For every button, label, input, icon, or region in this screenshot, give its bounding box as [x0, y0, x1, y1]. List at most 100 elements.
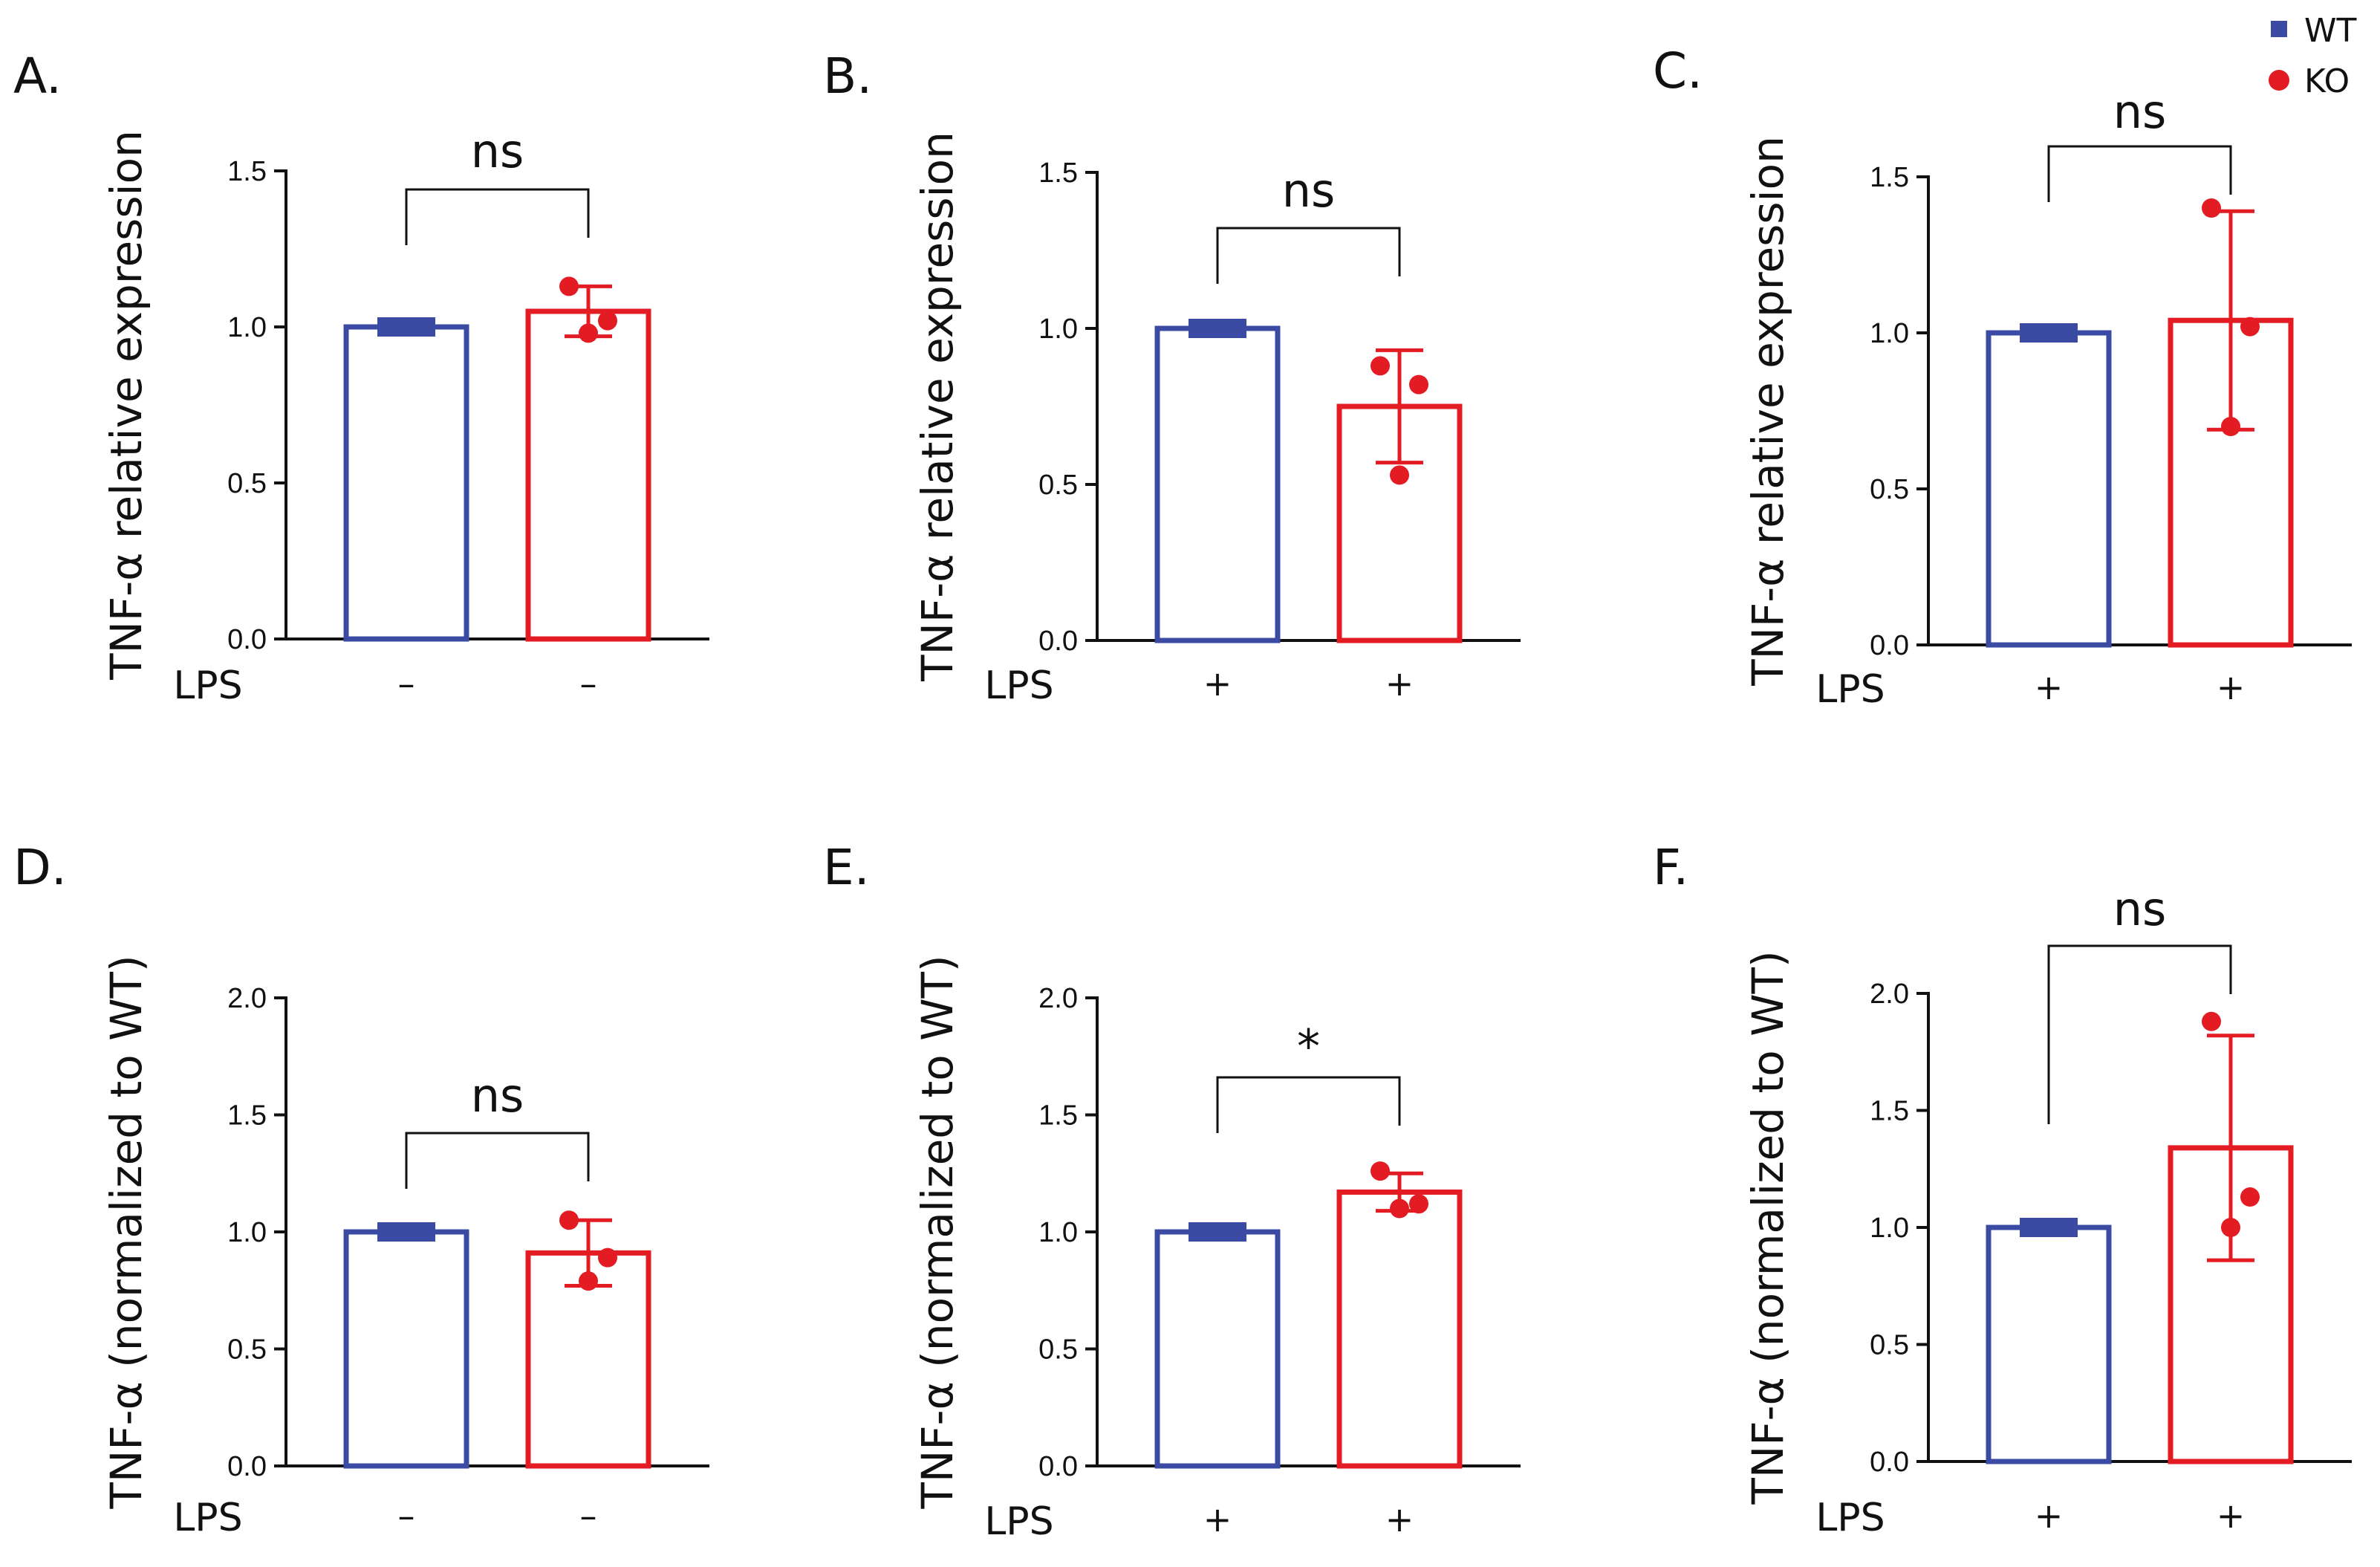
y-tick-label: 0.0: [1870, 1447, 1909, 1478]
data-point-wt: [416, 1222, 435, 1242]
y-tick-label: 0.0: [1870, 630, 1909, 661]
y-tick-label: 1.5: [1870, 1096, 1909, 1127]
significance-bracket: [1216, 227, 1401, 284]
y-axis-label: TNF-α relative expression: [912, 132, 963, 682]
data-point-wt: [1189, 1222, 1208, 1242]
y-axis-label: TNF-α relative expression: [101, 130, 152, 681]
y-tick-label: 0.5: [227, 468, 267, 499]
data-point-ko: [1371, 1161, 1390, 1181]
data-point-ko: [2202, 1011, 2221, 1031]
bar-ko: [525, 308, 651, 642]
data-point-wt: [1208, 1222, 1227, 1242]
significance-label: ns: [2113, 882, 2167, 936]
significance-bracket: [2047, 145, 2232, 202]
bar-wt: [343, 1229, 469, 1469]
bar-wt: [343, 324, 469, 642]
y-tick-label: 1.0: [1038, 314, 1078, 345]
data-point-wt: [1227, 319, 1246, 338]
y-tick-label: 1.0: [1870, 318, 1909, 349]
x-axis-label: LPS: [1815, 667, 1885, 712]
significance-bracket: [405, 188, 590, 245]
panel-a: A. TNF-α relative expression 0.0 0.5 1.0 1.5 L…: [13, 48, 709, 708]
y-tick-label: 1.0: [227, 1217, 267, 1248]
data-point-wt: [416, 317, 435, 337]
significance-label: ns: [471, 1068, 524, 1123]
significance-label: ns: [2113, 85, 2167, 139]
y-tick-label: 0.5: [1038, 1334, 1078, 1366]
data-point-wt: [397, 317, 416, 337]
y-axis-label: TNF-α (normalized to WT): [912, 955, 963, 1509]
data-point-wt: [1208, 319, 1227, 338]
condition-label: +: [1203, 664, 1232, 704]
y-tick-label: 0.0: [227, 1451, 267, 1482]
y-tick-label: 1.5: [1870, 162, 1909, 193]
bar-wt: [1986, 1224, 2112, 1464]
panel-c: C. TNF-α relative expression 0.0 0.5 1.0 1.5 L…: [1653, 42, 2352, 712]
panel-e: E. TNF-α (normalized to WT) 0.0 0.5 1.0 1.5 2.…: [823, 839, 1521, 1544]
x-axis-label: LPS: [984, 664, 1053, 708]
data-point-wt: [397, 1222, 416, 1242]
bar-wt: [1154, 1229, 1281, 1469]
data-point-wt: [1189, 319, 1208, 338]
y-tick-label: 0.0: [1038, 626, 1078, 657]
y-tick-label: 2.0: [227, 983, 267, 1014]
panel-label: A.: [13, 48, 62, 105]
condition-label: +: [1385, 664, 1414, 704]
legend-marker-wt: [2271, 21, 2287, 37]
data-point-ko: [1390, 465, 1409, 485]
data-point-ko: [1409, 1194, 1428, 1214]
data-point-ko: [559, 276, 579, 296]
y-tick-label: 0.5: [1870, 474, 1909, 505]
data-point-ko: [2221, 417, 2240, 436]
significance-bracket: [2047, 944, 2232, 1124]
y-tick-label: 1.0: [1038, 1217, 1078, 1248]
panel-d: D. TNF-α (normalized to WT) 0.0 0.5 1.0 1.5 2.…: [13, 839, 709, 1540]
condition-label: +: [2217, 1496, 2246, 1536]
condition-label: –: [580, 664, 597, 704]
panels: A. TNF-α relative expression 0.0 0.5 1.0 1.5 L…: [13, 42, 2352, 1544]
y-tick-label: 0.5: [227, 1334, 267, 1366]
panel-label: E.: [823, 839, 870, 896]
data-point-ko: [2240, 317, 2260, 337]
data-point-ko: [579, 323, 598, 343]
panel-label: D.: [13, 839, 67, 896]
panel-f: F. TNF-α (normalized to WT) 0.0 0.5 1.0 1.5 2.…: [1653, 839, 2352, 1540]
y-axis-label: TNF-α (normalized to WT): [101, 955, 152, 1509]
data-point-wt: [2020, 323, 2039, 343]
data-point-ko: [1409, 374, 1428, 395]
condition-label: +: [2035, 667, 2064, 707]
data-point-ko: [2240, 1187, 2260, 1207]
y-tick-label: 1.5: [227, 1100, 267, 1132]
bar-wt: [1986, 330, 2112, 648]
data-point-ko: [2221, 1218, 2240, 1237]
x-axis-label: LPS: [984, 1499, 1053, 1544]
x-axis-label: LPS: [1815, 1496, 1885, 1540]
y-tick-label: 1.5: [227, 156, 267, 187]
data-point-wt: [2058, 1218, 2078, 1237]
condition-label: +: [1385, 1499, 1414, 1540]
y-tick-label: 0.0: [1038, 1451, 1078, 1482]
data-point-wt: [2039, 323, 2058, 343]
legend-label-wt: WT: [2304, 12, 2357, 50]
significance-label: *: [1297, 1019, 1320, 1074]
data-point-wt: [2020, 1218, 2039, 1237]
bar-ko: [1336, 1189, 1463, 1469]
y-tick-label: 2.0: [1870, 979, 1909, 1010]
significance-bracket: [1216, 1076, 1401, 1133]
significance-bracket: [405, 1132, 590, 1189]
panel-label: C.: [1653, 42, 1703, 100]
y-axis-label: TNF-α relative expression: [1743, 136, 1793, 687]
data-point-ko: [579, 1271, 598, 1291]
y-tick-label: 1.0: [227, 312, 267, 343]
data-point-ko: [598, 1248, 617, 1268]
data-point-wt: [377, 317, 397, 337]
panel-label: B.: [823, 48, 872, 105]
data-point-ko: [1390, 1198, 1409, 1219]
condition-label: –: [580, 1496, 597, 1536]
y-tick-label: 0.5: [1038, 470, 1078, 501]
y-axis-label: TNF-α (normalized to WT): [1743, 950, 1793, 1505]
y-tick-label: 1.5: [1038, 1100, 1078, 1132]
data-point-wt: [377, 1222, 397, 1242]
data-point-ko: [598, 311, 617, 331]
